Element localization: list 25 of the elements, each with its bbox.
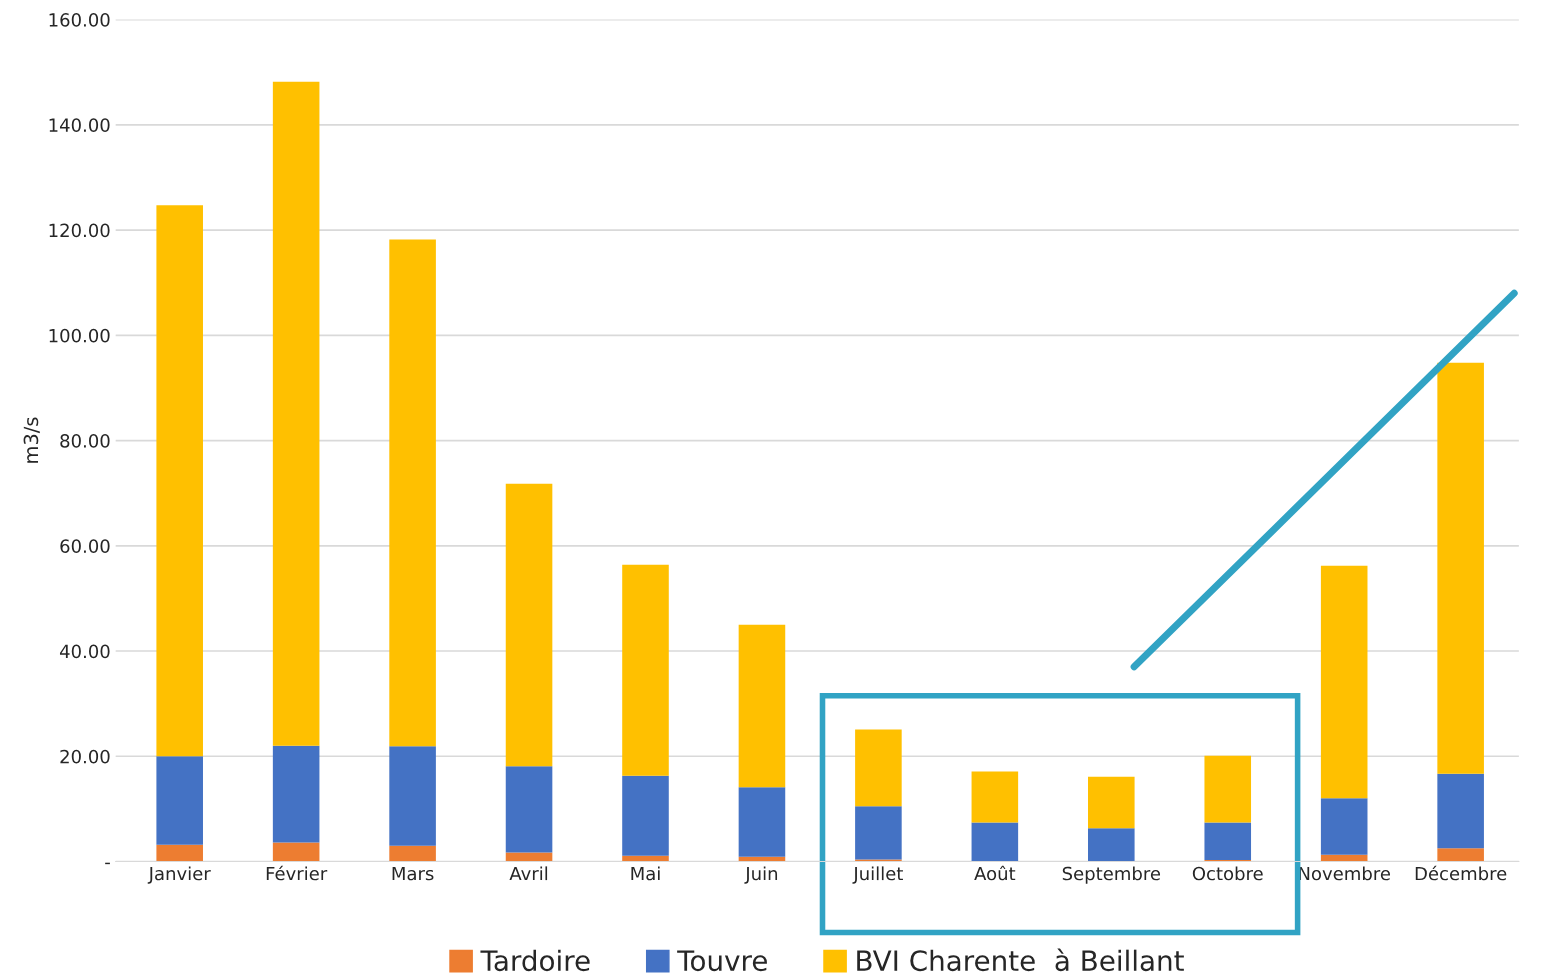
x-tick-label: Mars [392,866,434,881]
y-axis-title: m3/s [23,417,40,463]
x-tick-label: Mai [631,866,660,881]
x-tick-label: Août [974,865,1016,881]
y-tick-label: 20.00 [60,749,110,764]
legend-label: Tardoire [480,949,590,972]
x-tick-label: Janvier [147,866,211,884]
x-tick-label: Octobre [1192,866,1263,881]
y-tick-label: 80.00 [60,434,110,448]
y-tick-label: 120.00 [49,223,110,238]
x-tick-label: Juillet [852,866,903,884]
y-tick-label: 60.00 [60,539,110,553]
x-tick-label: Juin [744,866,778,884]
x-tick-label: Avril [509,866,548,881]
y-tick-label: 40.00 [59,644,110,659]
x-tick-label: Novembre [1299,866,1390,881]
y-tick-label: 100.00 [49,328,110,343]
x-tick-label: Septembre [1062,866,1161,884]
y-tick-label: - [105,862,110,865]
legend-label: BVI Charente à Beillant [857,948,1184,972]
x-tick-label: Février [266,865,328,881]
legend-label: Touvre [677,950,767,972]
x-tick-label: Décembre [1415,865,1507,881]
y-tick-label: 140.00 [49,118,110,132]
y-tick-label: 160.00 [49,13,110,27]
